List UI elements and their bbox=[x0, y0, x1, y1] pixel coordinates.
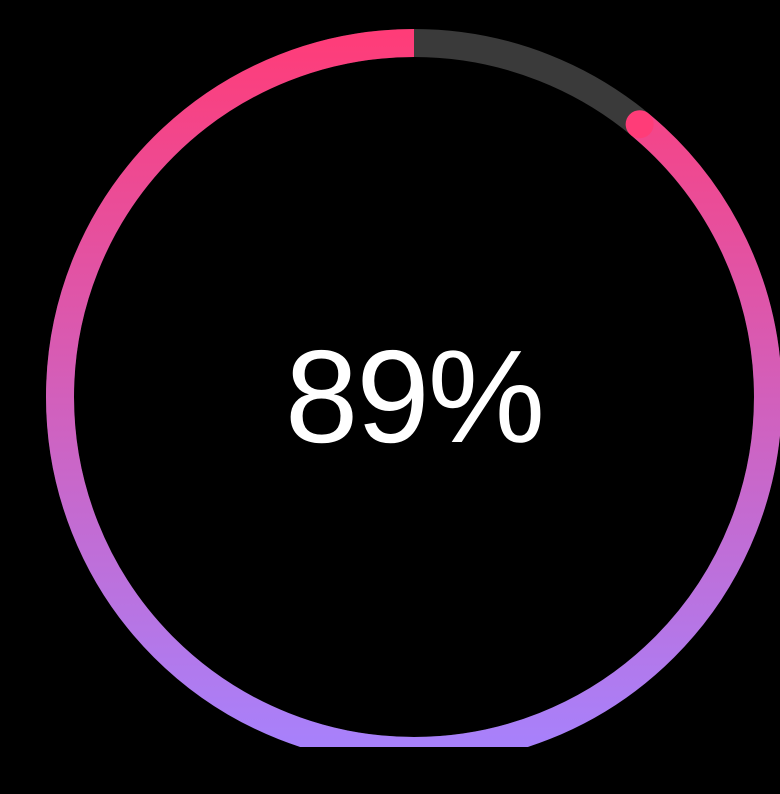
progress-percent-text: 89% bbox=[284, 323, 545, 470]
progress-ring bbox=[46, 29, 780, 747]
progress-arc-end-cap bbox=[625, 110, 654, 139]
progress-ring-svg bbox=[46, 29, 780, 747]
progress-arc bbox=[46, 29, 780, 747]
